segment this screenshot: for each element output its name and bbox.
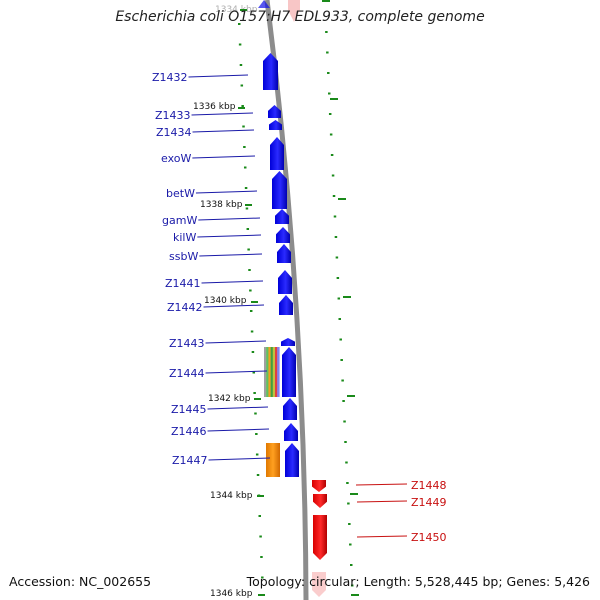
forward-gene-label[interactable]: Z1446	[171, 425, 207, 438]
map-title: Escherichia coli O157:H7 EDL933, complet…	[115, 9, 485, 25]
gene-leader-line	[356, 500, 408, 503]
gene-leader-line	[195, 190, 258, 194]
gene-leader-line	[197, 234, 262, 238]
tick-marks	[238, 0, 359, 596]
forward-gene-arrow[interactable]	[269, 120, 282, 130]
faded-reverse-gene	[312, 572, 326, 597]
faded-forward-gene	[258, 0, 270, 8]
forward-gene-arrow[interactable]	[268, 105, 281, 118]
feature-stripe	[270, 347, 273, 397]
forward-gene-arrow[interactable]	[282, 347, 296, 397]
forward-gene-arrow[interactable]	[263, 53, 278, 90]
orange-feature-block	[266, 443, 280, 477]
gene-leader-line	[207, 428, 270, 432]
forward-gene-arrow[interactable]	[277, 244, 291, 263]
forward-gene-arrow[interactable]	[275, 209, 289, 224]
kbp-label: 1346 kbp	[210, 589, 253, 599]
forward-gene-arrow[interactable]	[270, 137, 284, 170]
reverse-gene-label[interactable]: Z1450	[411, 531, 447, 544]
forward-gene-label[interactable]: Z1441	[165, 277, 201, 290]
faded-reverse-gene	[288, 0, 300, 22]
forward-gene-label[interactable]: Z1444	[169, 367, 205, 380]
kbp-scale: 1334 kbp 1336 kbp 1338 kbp 1340 kbp 1342 kbp…	[193, 5, 265, 599]
forward-gene-arrow[interactable]	[272, 171, 287, 209]
forward-gene-label[interactable]: Z1443	[169, 337, 205, 350]
misc-features	[264, 347, 280, 477]
forward-gene-label[interactable]: Z1434	[156, 126, 192, 139]
forward-gene-label[interactable]: exoW	[161, 152, 191, 165]
forward-gene-arrow[interactable]	[279, 295, 293, 315]
gene-leader-line	[356, 535, 408, 538]
gene-leader-line	[188, 74, 249, 78]
feature-stripe	[268, 347, 271, 397]
forward-gene-arrow[interactable]	[278, 270, 292, 294]
gene-leader-line	[192, 129, 255, 133]
kbp-label: 1338 kbp	[200, 200, 243, 210]
forward-gene-label[interactable]: betW	[166, 187, 195, 200]
forward-gene-label[interactable]: gamW	[162, 214, 197, 227]
reverse-strand-genes: Z1448 Z1449 Z1450	[312, 479, 447, 560]
kbp-label: 1340 kbp	[204, 296, 247, 306]
forward-gene-arrow[interactable]	[276, 227, 290, 243]
forward-gene-arrow[interactable]	[284, 423, 298, 441]
feature-stripe	[272, 347, 276, 397]
forward-gene-label[interactable]: Z1447	[172, 454, 208, 467]
feature-stripe	[266, 347, 269, 397]
gene-leader-line	[191, 112, 254, 116]
kbp-label: 1336 kbp	[193, 102, 236, 112]
forward-gene-label[interactable]: ssbW	[169, 250, 198, 263]
gene-leader-line	[205, 340, 267, 344]
kbp-label: 1342 kbp	[208, 394, 251, 404]
gene-leader-line	[203, 304, 265, 308]
faded-top-elements	[258, 0, 326, 597]
reverse-gene-arrow[interactable]	[312, 480, 326, 492]
forward-gene-label[interactable]: Z1445	[171, 403, 207, 416]
forward-gene-arrow[interactable]	[285, 443, 299, 477]
forward-strand-genes: Z1432 Z1433 Z1434 exoW betW gamW kilW ssbW Z1441…	[152, 53, 299, 477]
reverse-gene-arrow[interactable]	[313, 515, 327, 560]
kbp-label: 1334 kbp	[215, 5, 258, 15]
feature-stripe	[264, 347, 267, 397]
gene-leader-line	[208, 457, 271, 461]
feature-stripe	[277, 347, 280, 397]
forward-gene-arrow[interactable]	[281, 338, 295, 346]
accession-text: Accession: NC_002655	[9, 574, 152, 589]
feature-stripe	[275, 347, 278, 397]
gene-leader-line	[192, 155, 256, 159]
genome-summary-text: Topology: circular; Length: 5,528,445 bp…	[246, 574, 590, 589]
gene-leader-line	[207, 406, 269, 410]
gene-leader-line	[205, 370, 268, 374]
gene-leader-line	[201, 280, 264, 284]
gene-leader-line	[199, 253, 263, 257]
forward-gene-label[interactable]: Z1442	[167, 301, 203, 314]
gene-leader-line	[198, 217, 261, 221]
kbp-label: 1344 kbp	[210, 491, 253, 501]
forward-gene-label[interactable]: Z1432	[152, 71, 188, 84]
forward-gene-label[interactable]: kilW	[173, 231, 196, 244]
reverse-gene-label[interactable]: Z1449	[411, 496, 447, 509]
forward-gene-arrow[interactable]	[283, 398, 297, 420]
gene-leader-line	[355, 483, 408, 486]
reverse-gene-label[interactable]: Z1448	[411, 479, 447, 492]
reverse-gene-arrow[interactable]	[313, 494, 327, 508]
forward-gene-label[interactable]: Z1433	[155, 109, 191, 122]
